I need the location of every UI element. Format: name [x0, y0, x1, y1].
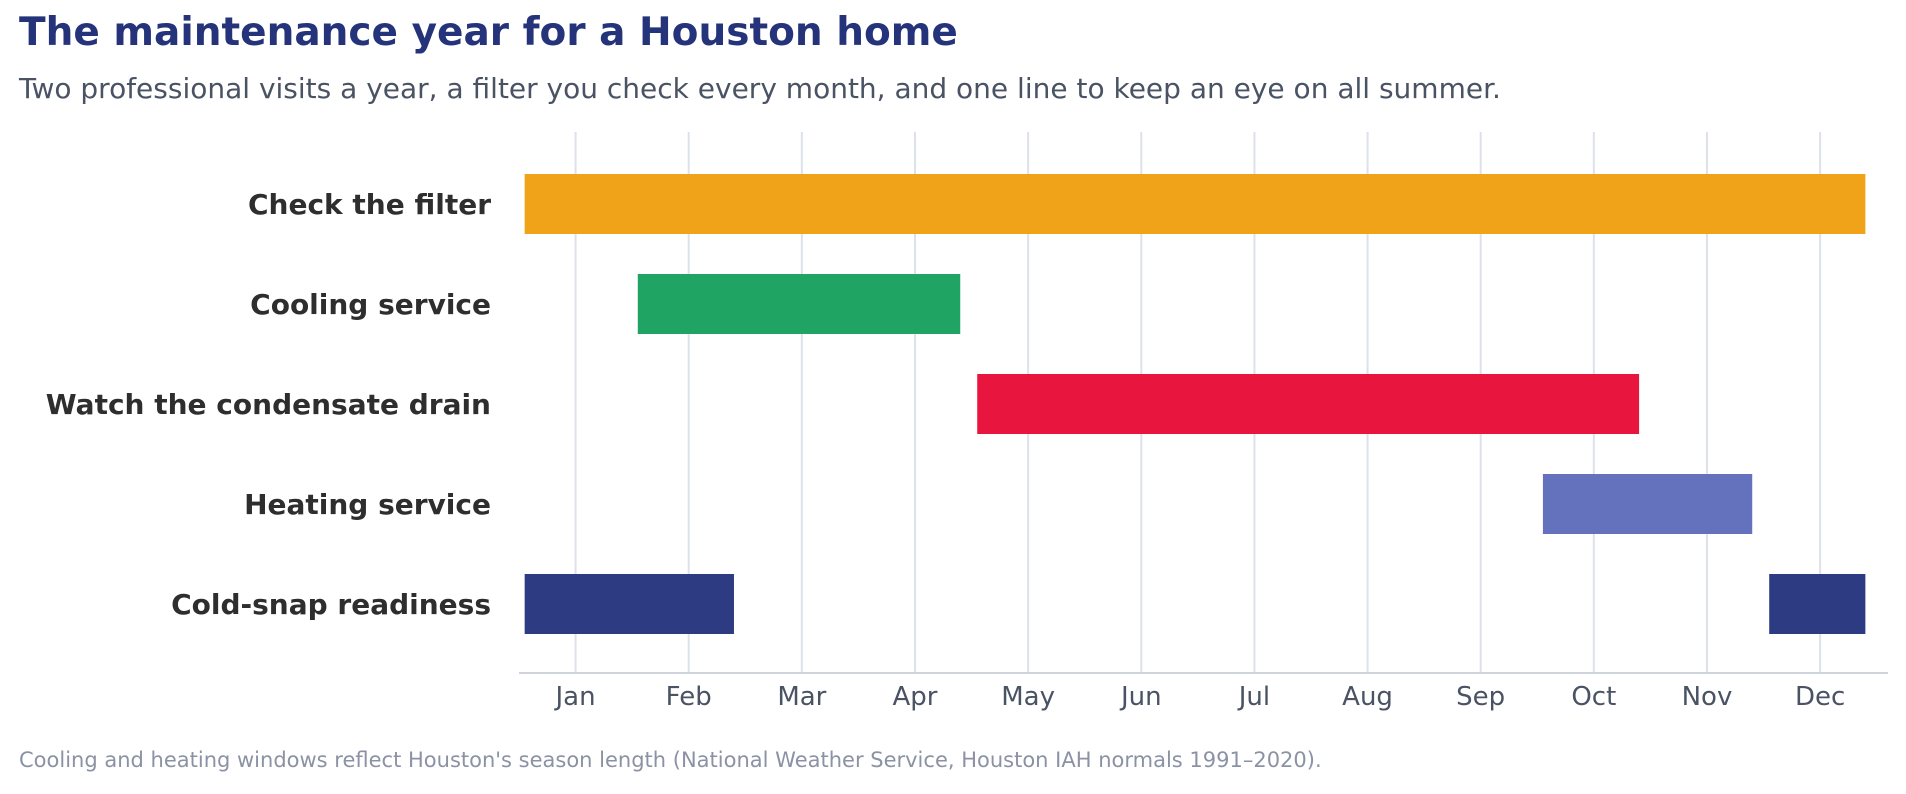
chart-subtitle: Two professional visits a year, a filter… [19, 72, 1501, 105]
chart-title: The maintenance year for a Houston home [19, 10, 958, 55]
row-label-watch-the-condensate-drain: Watch the condensate drain [46, 388, 491, 421]
bar-check-the-filter [524, 174, 1866, 234]
bar-watch-the-condensate-drain [977, 374, 1640, 434]
x-tick-label-jan: Jan [554, 682, 596, 712]
bar-cold-snap-readiness-2 [1769, 574, 1866, 634]
row-label-cold-snap-readiness: Cold-snap readiness [171, 588, 491, 621]
source-footnote: Cooling and heating windows reflect Hous… [19, 748, 1322, 772]
x-tick-label-aug: Aug [1342, 682, 1393, 712]
bar-heating-service [1542, 474, 1753, 534]
bars [524, 174, 1866, 634]
x-tick-label-feb: Feb [666, 682, 712, 712]
x-tick-label-apr: Apr [892, 682, 937, 712]
row-label-heating-service: Heating service [244, 488, 491, 521]
x-tick-label-nov: Nov [1682, 682, 1733, 712]
x-axis-ticks: Jan Feb Mar Apr May Jun Jul Aug Sep Oct Nov Dec [554, 682, 1846, 712]
x-tick-label-jul: Jul [1237, 682, 1270, 712]
row-labels: Check the filter Cooling service Watch the… [46, 188, 491, 621]
bar-cooling-service [637, 274, 961, 334]
x-tick-label-sep: Sep [1456, 682, 1505, 712]
bar-cold-snap-readiness-1 [524, 574, 734, 634]
x-tick-label-mar: Mar [777, 682, 826, 712]
row-label-check-the-filter: Check the filter [248, 188, 491, 221]
x-tick-label-dec: Dec [1795, 682, 1845, 712]
x-tick-label-oct: Oct [1571, 682, 1616, 712]
row-label-cooling-service: Cooling service [250, 288, 491, 321]
x-tick-label-may: May [1001, 682, 1055, 712]
x-tick-label-jun: Jun [1119, 682, 1162, 712]
